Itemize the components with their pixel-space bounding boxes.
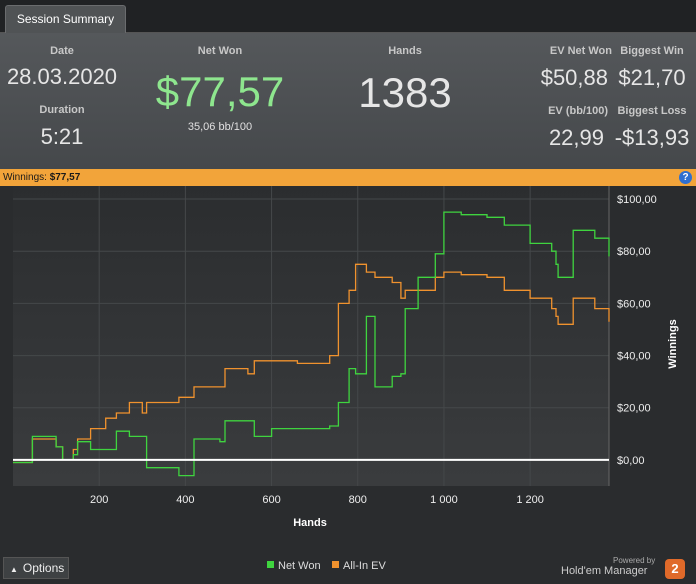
y-tick-label: $100,00 bbox=[617, 194, 657, 206]
x-tick-label: 800 bbox=[349, 494, 367, 506]
brand-logo: 2 bbox=[665, 559, 685, 579]
y-tick-label: $60,00 bbox=[617, 298, 651, 310]
x-tick-label: 400 bbox=[176, 494, 194, 506]
x-axis-title: Hands bbox=[293, 517, 327, 529]
y-tick-label: $0,00 bbox=[617, 455, 645, 467]
plot-area bbox=[13, 186, 609, 486]
biggest-loss-value: -$13,93 bbox=[614, 125, 690, 150]
tab-bar: Session Summary bbox=[0, 0, 696, 34]
duration-value: 5:21 bbox=[40, 124, 84, 149]
options-label: Options bbox=[22, 561, 65, 575]
tab-session-summary[interactable]: Session Summary bbox=[5, 5, 126, 34]
bb100-value: 35,06 bb/100 bbox=[187, 121, 253, 133]
x-tick-label: 1 000 bbox=[430, 494, 458, 506]
ev-bb100-label: EV (bb/100) bbox=[548, 105, 608, 117]
hands-value: 1383 bbox=[358, 69, 452, 116]
legend-all-in-ev: All-In EV bbox=[332, 560, 386, 572]
x-tick-label: 600 bbox=[262, 494, 280, 506]
x-tick-label: 200 bbox=[90, 494, 108, 506]
y-tick-label: $80,00 bbox=[617, 246, 651, 258]
ev-net-won-label: EV Net Won bbox=[549, 45, 612, 57]
chart-svg: 200 400 600 800 1 000 1 200 $0,00 $20,00 $40,00 $… bbox=[13, 186, 679, 529]
caret-up-icon: ▲ bbox=[10, 565, 18, 574]
y-axis-title: Winnings bbox=[667, 319, 679, 368]
powered-by-text: Powered by bbox=[613, 556, 656, 565]
y-tick-label: $20,00 bbox=[617, 403, 651, 415]
date-value: 28.03.2020 bbox=[6, 64, 118, 89]
brand-name: Hold'em Manager bbox=[561, 565, 648, 577]
hands-label: Hands bbox=[388, 45, 422, 57]
legend-all-in-ev-swatch bbox=[332, 561, 339, 568]
legend-all-in-ev-label: All-In EV bbox=[343, 560, 386, 572]
footer: ▲ Options Net Won All-In EV Powered by Ho… bbox=[0, 556, 696, 584]
net-won-series-line bbox=[13, 211, 610, 477]
net-won-label: Net Won bbox=[197, 45, 243, 57]
help-icon[interactable]: ? bbox=[679, 171, 692, 184]
winnings-bar: Winnings: $77,57 ? bbox=[0, 169, 696, 186]
duration-label: Duration bbox=[39, 104, 85, 116]
x-tick-label: 1 200 bbox=[516, 494, 544, 506]
session-summary-panel: Date 28.03.2020 Duration 5:21 Net Won $7… bbox=[0, 33, 696, 169]
legend-net-won-swatch bbox=[267, 561, 274, 568]
net-won-value: $77,57 bbox=[155, 68, 285, 115]
legend-net-won-label: Net Won bbox=[278, 560, 321, 572]
winnings-label: Winnings: bbox=[3, 172, 47, 183]
biggest-win-value: $21,70 bbox=[618, 65, 686, 90]
winnings-chart: 200 400 600 800 1 000 1 200 $0,00 $20,00 $40,00 $… bbox=[0, 186, 696, 556]
biggest-loss-label: Biggest Loss bbox=[617, 105, 687, 117]
ev-bb100-value: 22,99 bbox=[548, 125, 604, 150]
winnings-value: $77,57 bbox=[49, 172, 81, 183]
y-tick-label: $40,00 bbox=[617, 351, 651, 363]
all-in-ev-series-line bbox=[13, 263, 610, 464]
date-label: Date bbox=[50, 45, 74, 57]
biggest-win-label: Biggest Win bbox=[620, 45, 684, 57]
ev-net-won-value: $50,88 bbox=[540, 65, 608, 90]
legend-net-won: Net Won bbox=[267, 560, 321, 572]
options-button[interactable]: ▲ Options bbox=[3, 557, 69, 579]
